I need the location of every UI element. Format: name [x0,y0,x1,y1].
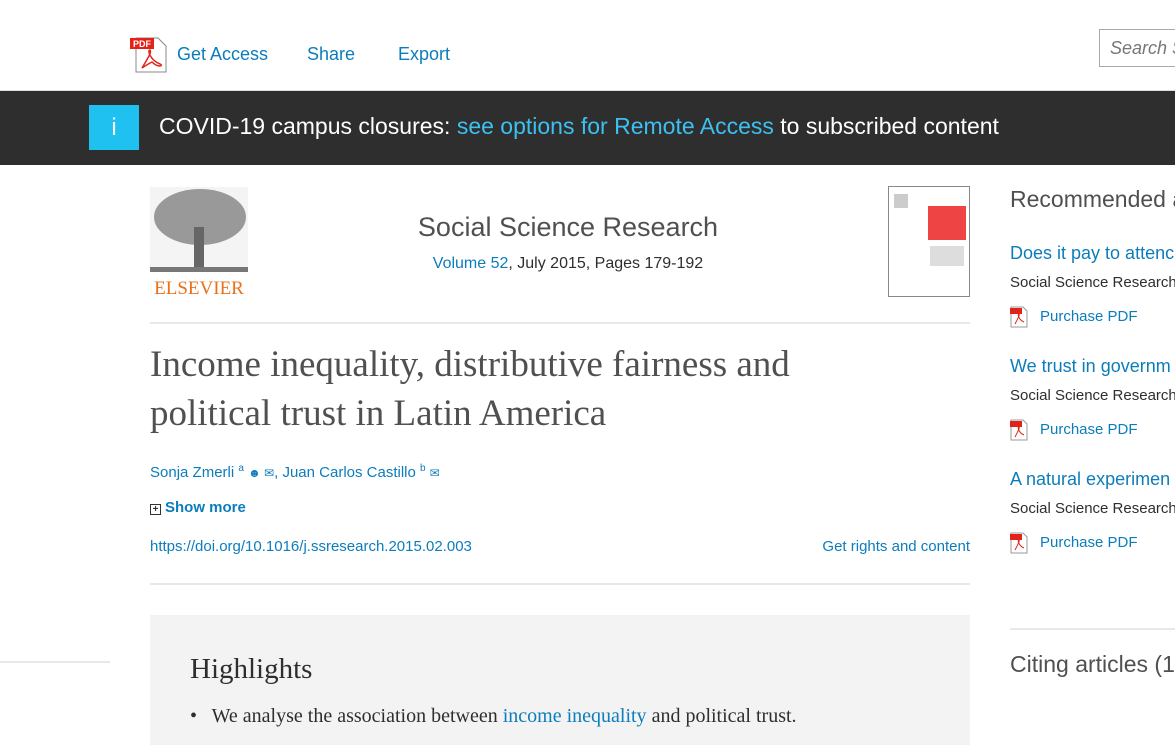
highlights-heading: Highlights [190,653,313,685]
email-icon[interactable]: ✉ [429,466,440,480]
purchase-pdf[interactable]: Purchase PDF [1010,532,1138,554]
covid-banner: i COVID-19 campus closures: see options … [0,91,1175,165]
pdf-icon [1010,419,1028,441]
author-affiliation: a [238,463,244,474]
journal-name[interactable]: Social Science Research [417,212,719,242]
show-more-text[interactable]: Show more [165,499,246,516]
recommended-journal: Social Science Research [1010,274,1175,291]
banner-text: COVID-19 campus closures: see options fo… [159,113,999,140]
purchase-pdf-text[interactable]: Purchase PDF [1040,533,1138,551]
divider [150,583,970,585]
highlights-box: Highlights • We analyse the association … [150,615,970,745]
rights-link[interactable]: Get rights and content [822,538,970,555]
author-name[interactable]: Juan Carlos Castillo [282,464,416,481]
publisher-name: ELSEVIER [154,278,244,297]
recommended-title[interactable]: A natural experimen [1010,469,1171,489]
recommended-title[interactable]: We trust in governm [1010,356,1171,376]
article-title: Income inequality, distributive fairness… [150,344,790,434]
banner-prefix: COVID-19 campus closures: [159,113,457,139]
divider [0,661,110,663]
highlight-suffix: and political trust. [646,705,797,727]
divider [1010,628,1175,630]
author-affiliation: b [420,463,426,474]
highlight-prefix: We analyse the association between [211,705,503,727]
elsevier-logo: ELSEVIER [150,187,248,297]
journal-volume: Volume 52, July 2015, Pages 179-192 [350,255,786,273]
purchase-pdf[interactable]: Purchase PDF [1010,419,1138,441]
remote-access-link[interactable]: see options for Remote Access [456,113,774,139]
journal-cover [888,186,970,297]
volume-link[interactable]: Volume 52 [432,255,509,272]
pdf-icon [1010,532,1028,554]
share[interactable]: Share [307,44,356,64]
toolbar: PDF Get Access Share Export Search S [0,0,1175,91]
author-list: Sonja Zmerli a ☻ ✉, Juan Carlos Castillo… [150,463,440,481]
purchase-pdf-text[interactable]: Purchase PDF [1040,420,1138,438]
search-input[interactable]: Search S [1099,29,1175,67]
doi-link[interactable]: https://doi.org/10.1016/j.ssresearch.201… [150,538,472,555]
citing-heading[interactable]: Citing articles (1 [1010,651,1175,677]
show-more[interactable]: + Show more [150,499,246,516]
issue-info: , July 2015, Pages 179-192 [508,255,704,272]
banner-suffix: to subscribed content [773,113,999,139]
recommended-journal: Social Science Research [1010,387,1175,404]
author-name[interactable]: Sonja Zmerli [150,464,235,481]
get-access[interactable]: Get Access [177,44,269,64]
author-icons[interactable]: ☻ ✉ [248,466,275,480]
recommended-heading: Recommended a [1010,186,1175,212]
purchase-pdf-text[interactable]: Purchase PDF [1040,307,1138,325]
pdf-icon: PDF [130,37,167,73]
export[interactable]: Export [398,44,451,64]
divider [150,322,970,324]
author-separator: , [274,464,279,481]
highlight-item: • We analyse the association between inc… [190,705,797,727]
recommended-title[interactable]: Does it pay to attenc [1010,243,1175,263]
info-icon: i [89,105,139,150]
purchase-pdf[interactable]: Purchase PDF [1010,306,1138,328]
svg-text:PDF: PDF [133,39,152,49]
recommended-journal: Social Science Research [1010,500,1175,517]
pdf-icon [1010,306,1028,328]
highlight-link[interactable]: income inequality [502,705,647,727]
